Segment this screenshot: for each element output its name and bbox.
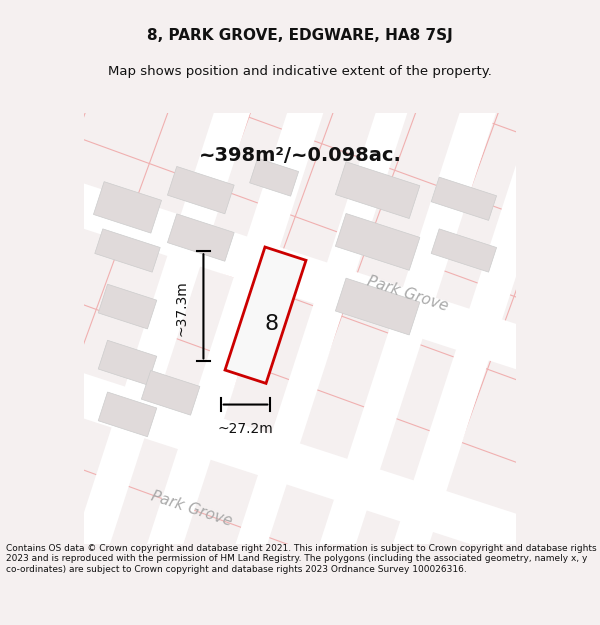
Polygon shape	[41, 0, 600, 625]
Text: ~398m²/~0.098ac.: ~398m²/~0.098ac.	[199, 146, 401, 165]
Polygon shape	[431, 229, 497, 272]
Polygon shape	[98, 284, 157, 329]
Polygon shape	[0, 0, 518, 625]
Text: ~27.2m: ~27.2m	[218, 422, 274, 436]
Polygon shape	[335, 214, 420, 270]
Polygon shape	[0, 0, 445, 625]
Text: Park Grove: Park Grove	[365, 273, 449, 314]
Text: 8, PARK GROVE, EDGWARE, HA8 7SJ: 8, PARK GROVE, EDGWARE, HA8 7SJ	[147, 28, 453, 43]
Polygon shape	[431, 177, 497, 221]
Polygon shape	[0, 0, 600, 563]
Text: 8: 8	[265, 314, 279, 334]
Polygon shape	[250, 158, 299, 196]
Polygon shape	[167, 214, 234, 261]
Polygon shape	[167, 166, 234, 214]
Polygon shape	[98, 392, 157, 437]
Text: ~37.3m: ~37.3m	[175, 281, 188, 336]
Polygon shape	[142, 371, 200, 415]
Text: Contains OS data © Crown copyright and database right 2021. This information is : Contains OS data © Crown copyright and d…	[6, 544, 596, 574]
Polygon shape	[225, 247, 306, 383]
Polygon shape	[335, 162, 420, 219]
Polygon shape	[335, 278, 420, 335]
Polygon shape	[0, 179, 600, 625]
Polygon shape	[198, 0, 600, 625]
Polygon shape	[125, 0, 600, 625]
Text: Map shows position and indicative extent of the property.: Map shows position and indicative extent…	[108, 65, 492, 78]
Text: Park Grove: Park Grove	[149, 489, 234, 529]
Polygon shape	[95, 229, 160, 272]
Polygon shape	[94, 182, 161, 233]
Polygon shape	[98, 340, 157, 385]
